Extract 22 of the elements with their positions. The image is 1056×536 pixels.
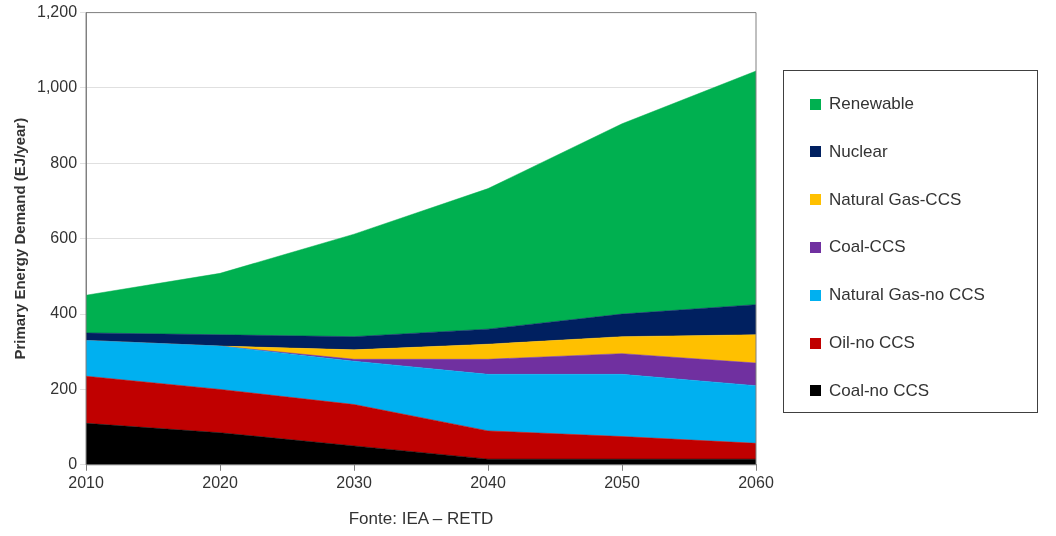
y-tick-label: 0 — [68, 455, 78, 473]
legend-label: Nuclear — [829, 141, 888, 162]
legend-label: Natural Gas-CCS — [829, 189, 962, 210]
legend-label: Renewable — [829, 94, 915, 114]
legend-label: Coal-no CCS — [829, 380, 930, 401]
legend-label: Coal-CCS — [829, 237, 906, 258]
x-tick-label: 2030 — [336, 473, 372, 491]
legend-label: Natural Gas-no CCS — [829, 285, 985, 306]
y-tick-label: 600 — [50, 229, 78, 247]
x-tick-label: 2050 — [604, 473, 640, 491]
x-tick-label: 2020 — [202, 473, 238, 491]
y-tick-label: 1,000 — [36, 78, 78, 96]
y-tick-label: 200 — [50, 379, 78, 397]
y-tick-label: 1,200 — [36, 3, 78, 21]
y-tick-label: 400 — [50, 304, 78, 322]
x-tick-label: 2010 — [68, 473, 104, 491]
legend-label: Oil-no CCS — [829, 333, 915, 354]
y-axis-title: Primary Energy Demand (EJ/year) — [11, 117, 29, 360]
x-tick-label: 2060 — [738, 473, 774, 491]
y-tick-label: 800 — [50, 153, 78, 171]
x-tick-label: 2040 — [470, 473, 506, 491]
source-note: Fonte: IEA – RETD — [348, 509, 494, 528]
